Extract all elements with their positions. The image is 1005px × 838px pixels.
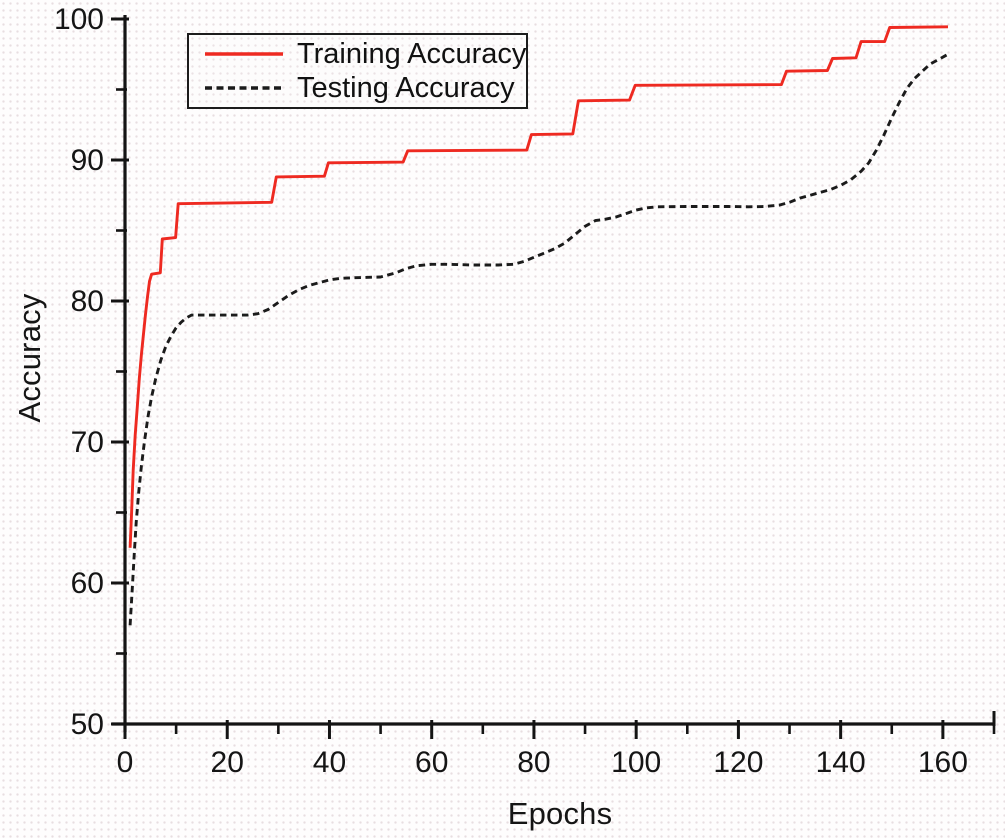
y-tick-label: 70 xyxy=(71,426,104,459)
x-tick-label: 20 xyxy=(211,746,244,779)
x-axis-title: Epochs xyxy=(507,796,613,831)
testing-accuracy-line xyxy=(128,53,949,626)
x-tick-label: 120 xyxy=(713,746,763,779)
x-tick-label: 100 xyxy=(611,746,661,779)
y-axis-title: Accuracy xyxy=(12,293,47,423)
legend-label-training: Training Accuracy xyxy=(297,37,527,70)
x-tick-label: 60 xyxy=(415,746,448,779)
y-tick-label: 60 xyxy=(71,567,104,600)
training-accuracy-line xyxy=(128,25,949,548)
legend-line-dashed-icon xyxy=(205,86,283,90)
y-tick-label: 100 xyxy=(54,3,104,36)
x-tick-label: 0 xyxy=(117,746,134,779)
legend-item-training: Training Accuracy xyxy=(203,37,526,71)
y-tick-label: 80 xyxy=(71,285,104,318)
x-tick-label: 80 xyxy=(517,746,550,779)
legend-item-testing: Testing Accuracy xyxy=(203,71,518,105)
legend-label-testing: Testing Accuracy xyxy=(297,71,515,104)
x-tick-label: 160 xyxy=(918,746,968,779)
x-tick-label: 40 xyxy=(313,746,346,779)
y-tick-label: 90 xyxy=(71,144,104,177)
legend: Training Accuracy Testing Accuracy xyxy=(187,33,528,109)
legend-line-solid-icon xyxy=(205,52,283,56)
y-tick-label: 50 xyxy=(71,708,104,741)
x-tick-label: 140 xyxy=(816,746,866,779)
